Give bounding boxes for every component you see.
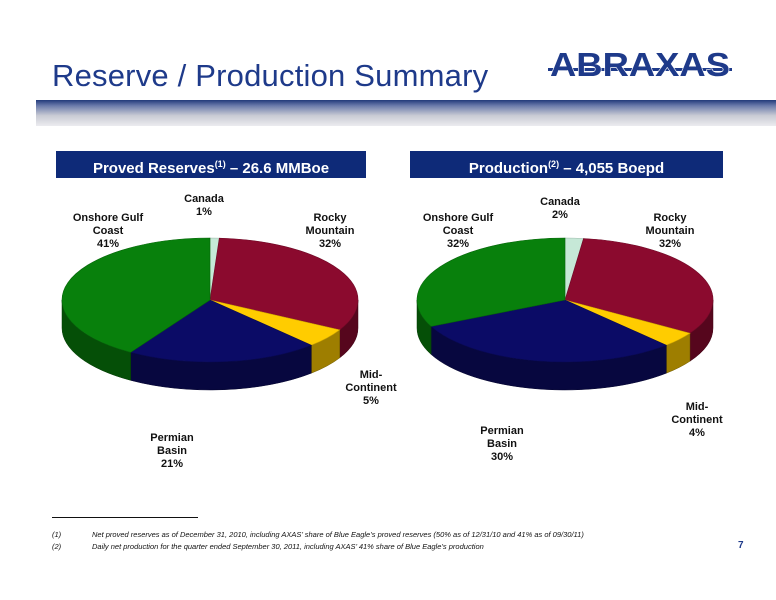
reserves-label-rocky-mountain: Rocky Mountain 32%: [305, 212, 355, 250]
production-header-rest: – 4,055 Boepd: [559, 160, 665, 177]
production-label-mid-continent: Mid- Continent 4%: [671, 401, 723, 439]
reserves-label-canada: Canada 1%: [184, 193, 224, 218]
reserves-label-onshore-gulf-coast: Onshore Gulf Coast 41%: [72, 212, 144, 250]
production-slice-onshore-gulf-coast: [416, 237, 566, 327]
footnote-2: (2) Daily net production for the quarter …: [52, 542, 484, 551]
production-header-sup: (2): [548, 159, 560, 169]
footnote-2-text: Daily net production for the quarter end…: [92, 542, 484, 551]
footnote-1-number: (1): [52, 530, 62, 539]
abraxas-logo: ABRAXAS: [548, 46, 732, 84]
footnote-2-number: (2): [52, 542, 62, 551]
production-label-permian-basin: Permian Basin 30%: [480, 425, 524, 463]
reserves-slice-permian-basin: [129, 299, 313, 363]
footnote-divider: [52, 517, 198, 518]
reserves-label-permian-basin: Permian Basin 21%: [150, 432, 194, 470]
reserves-header-main: Proved Reserves: [92, 160, 215, 177]
reserves-slice-onshore-gulf-coast: [61, 237, 211, 353]
reserves-pie-chart: [61, 237, 359, 391]
reserves-header: Proved Reserves(1) – 26.6 MMBoe: [56, 151, 366, 178]
production-label-rocky-mountain: Rocky Mountain 32%: [645, 212, 695, 250]
footnote-1: (1) Net proved reserves as of December 31…: [52, 530, 584, 539]
production-slice-permian-basin: [430, 299, 668, 363]
production-label-canada: Canada 2%: [540, 196, 580, 221]
page-number: 7: [738, 540, 744, 551]
production-label-onshore-gulf-coast: Onshore Gulf Coast 32%: [422, 212, 494, 250]
footnote-1-text: Net proved reserves as of December 31, 2…: [92, 530, 584, 539]
reserves-slice-rocky-mountain: [209, 237, 359, 331]
page-title: Reserve / Production Summary: [52, 58, 489, 93]
production-pie-chart: [416, 237, 714, 391]
production-header-main: Production: [468, 160, 549, 177]
production-header: Production(2) – 4,055 Boepd: [410, 151, 723, 178]
reserves-header-sup: (1): [214, 159, 226, 169]
logo-text: ABRAXAS: [550, 46, 730, 83]
reserves-header-rest: – 26.6 MMBoe: [225, 160, 330, 177]
title-divider: [36, 100, 776, 126]
reserves-label-mid-continent: Mid- Continent 5%: [345, 369, 397, 407]
